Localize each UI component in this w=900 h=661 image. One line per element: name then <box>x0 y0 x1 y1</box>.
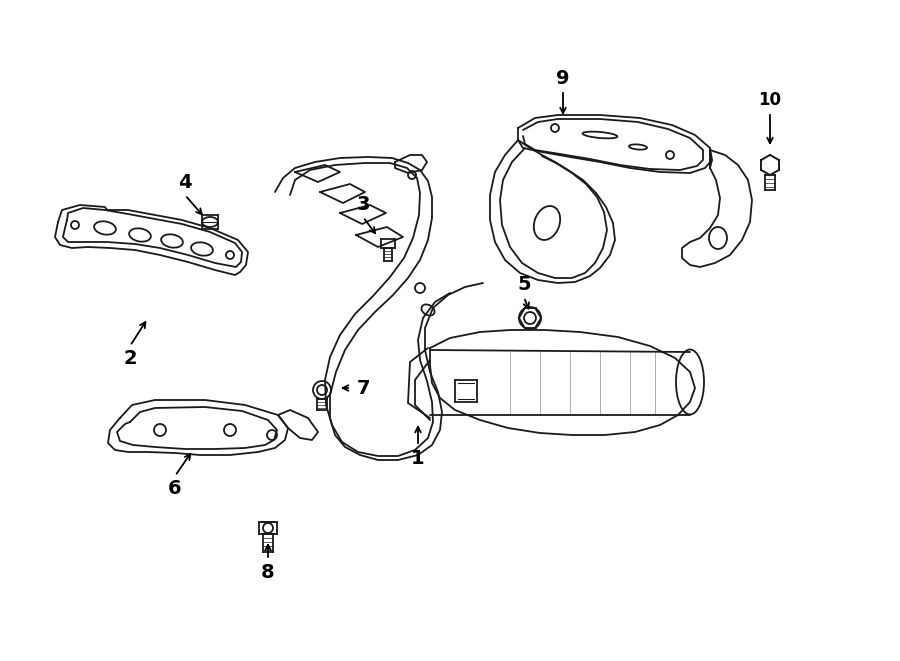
Polygon shape <box>430 330 695 435</box>
Polygon shape <box>761 155 778 175</box>
Polygon shape <box>55 205 248 275</box>
Text: 6: 6 <box>168 479 182 498</box>
Circle shape <box>519 307 541 329</box>
Circle shape <box>524 312 536 324</box>
Polygon shape <box>278 410 318 440</box>
Polygon shape <box>108 400 288 455</box>
Text: 2: 2 <box>123 348 137 368</box>
Circle shape <box>313 381 331 399</box>
Polygon shape <box>518 115 712 173</box>
Circle shape <box>317 385 327 395</box>
Text: 7: 7 <box>356 379 370 397</box>
Text: 3: 3 <box>356 196 370 215</box>
Polygon shape <box>320 184 365 203</box>
Polygon shape <box>340 205 386 224</box>
Polygon shape <box>356 227 403 247</box>
Text: 1: 1 <box>411 449 425 467</box>
Text: 8: 8 <box>261 563 274 582</box>
Text: 9: 9 <box>556 69 570 87</box>
Text: 5: 5 <box>518 276 531 295</box>
Polygon shape <box>295 165 340 182</box>
Circle shape <box>766 161 774 169</box>
Text: 4: 4 <box>178 173 192 192</box>
Polygon shape <box>682 150 752 267</box>
Text: 10: 10 <box>759 91 781 109</box>
